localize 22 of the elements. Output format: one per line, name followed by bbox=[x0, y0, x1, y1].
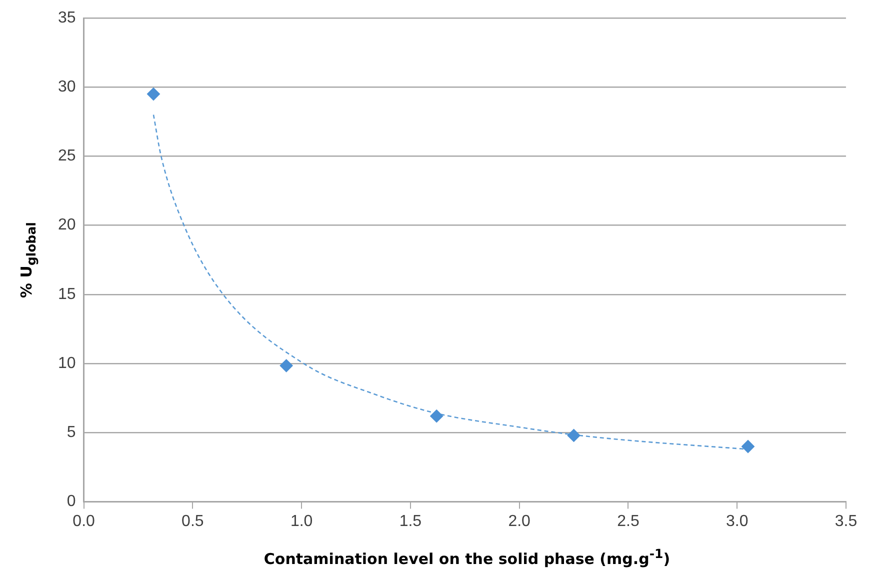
point bbox=[146, 88, 160, 101]
point bbox=[280, 359, 293, 372]
x-tick-label: 1.0 bbox=[290, 512, 313, 530]
y-tick-label: 30 bbox=[58, 78, 76, 96]
x-tick-label: 0.5 bbox=[182, 512, 204, 530]
x-tick-label: 1.5 bbox=[399, 512, 422, 530]
y-tick-label: 15 bbox=[58, 286, 76, 303]
y-tick-label: 0 bbox=[66, 493, 76, 510]
y-tick-label: 25 bbox=[58, 148, 76, 165]
x-tick-label: 3.0 bbox=[726, 512, 748, 530]
x-tick-label: 2.0 bbox=[508, 512, 531, 530]
point bbox=[430, 410, 444, 423]
x-axis-title: Contamination level on the solid phase (mg.g$^{-1}$) bbox=[262, 546, 672, 568]
point bbox=[567, 428, 580, 442]
point bbox=[742, 440, 755, 454]
x-tick-label: 0.0 bbox=[72, 512, 96, 530]
y-tick-label: 35 bbox=[58, 9, 76, 26]
y-tick-label: 5 bbox=[66, 424, 76, 442]
y-tick-label: 20 bbox=[58, 216, 76, 234]
y-tick-label: 10 bbox=[58, 354, 76, 372]
x-tick-label: 2.5 bbox=[617, 512, 640, 530]
x-tick-label: 3.5 bbox=[834, 512, 858, 530]
